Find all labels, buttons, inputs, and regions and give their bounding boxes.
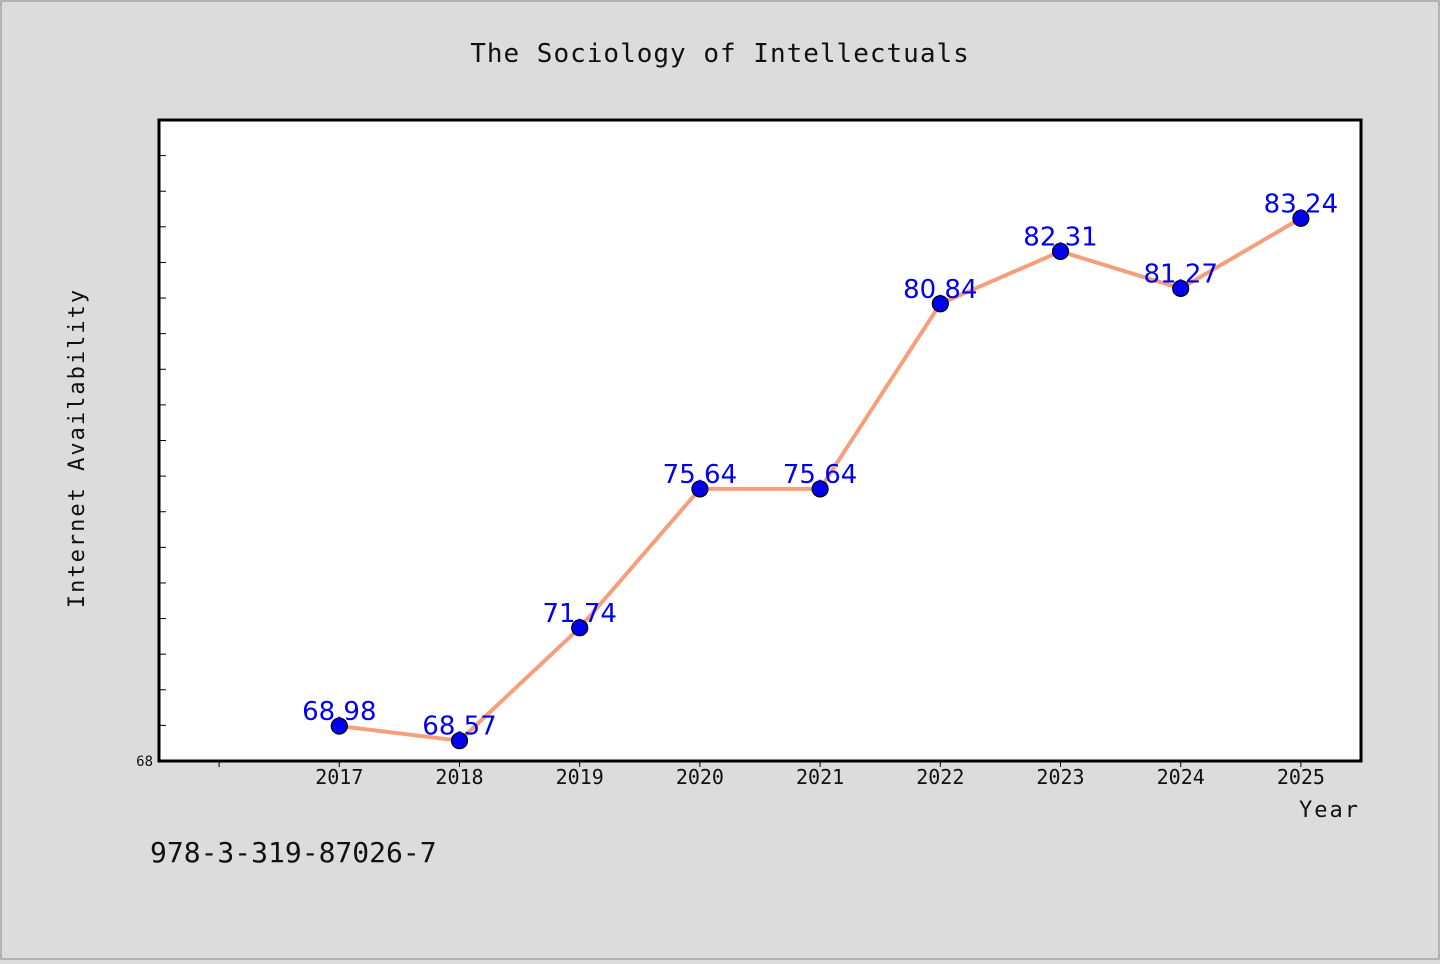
x-tick-label: 2022: [916, 765, 964, 789]
data-label: 75.64: [783, 460, 857, 490]
data-point: [450, 732, 469, 750]
data-point: [1051, 242, 1070, 261]
data-label: 68.57: [422, 712, 496, 742]
data-label: 71.74: [542, 599, 616, 629]
x-axis-ticks: 2017 2018 2019 2020 2021 2022 2023 2024 2025: [218, 761, 1325, 789]
chart-title: The Sociology of Intellectuals: [470, 39, 970, 69]
x-tick-label: 2018: [435, 765, 483, 789]
x-tick-label: 2024: [1157, 765, 1205, 789]
data-label: 80.84: [903, 275, 977, 305]
x-tick-label: 2021: [796, 765, 844, 789]
data-label: 75.64: [663, 460, 737, 490]
x-tick-label: 2019: [556, 765, 604, 789]
x-tick-label: 2025: [1277, 765, 1325, 789]
data-label: 82.31: [1023, 222, 1097, 252]
data-point: [1292, 209, 1310, 227]
isbn-text: 978-3-319-87026-7: [150, 836, 437, 869]
y-axis-label: Internet Availability: [65, 288, 90, 608]
data-point: [691, 480, 709, 498]
data-point: [1172, 279, 1190, 298]
data-label: 81.27: [1143, 259, 1217, 289]
data-point: [811, 480, 829, 498]
plot-area: [157, 118, 1363, 763]
x-tick-label: 2020: [676, 765, 724, 789]
data-point: [931, 295, 949, 313]
x-tick-label: 2023: [1036, 765, 1084, 789]
x-axis-label: Year: [1299, 798, 1360, 823]
data-label: 83.24: [1264, 189, 1338, 219]
data-label: 68.98: [302, 697, 376, 727]
x-tick-label: 2017: [315, 765, 363, 789]
y-axis-ticks: [159, 155, 166, 726]
data-point: [571, 619, 589, 637]
data-markers: [330, 209, 1310, 750]
data-point: [330, 717, 348, 735]
data-labels: 68.98 68.57 71.74 75.64 75.64 80.84 82.31 81.27…: [302, 189, 1338, 741]
y-axis-min-label: 68: [136, 754, 153, 770]
